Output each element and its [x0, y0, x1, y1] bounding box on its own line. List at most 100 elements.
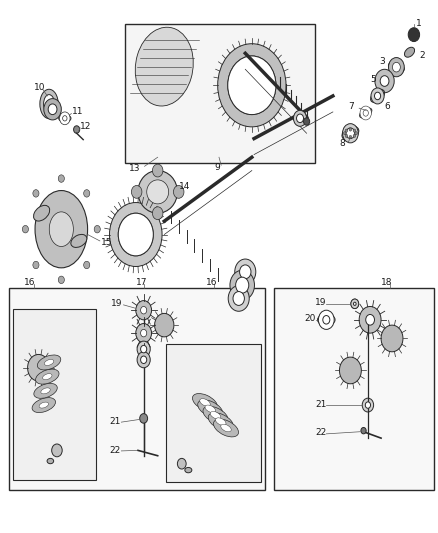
Circle shape: [118, 213, 153, 256]
Ellipse shape: [49, 212, 74, 247]
Text: 8: 8: [339, 140, 345, 148]
Ellipse shape: [389, 61, 396, 67]
Circle shape: [58, 276, 64, 284]
Bar: [274, 288, 434, 490]
Circle shape: [235, 259, 256, 285]
Circle shape: [228, 286, 249, 311]
Text: 20: 20: [304, 314, 315, 323]
Circle shape: [351, 299, 359, 309]
Circle shape: [349, 135, 352, 139]
Ellipse shape: [32, 398, 56, 413]
Text: 12: 12: [80, 122, 92, 131]
Bar: [13, 309, 96, 480]
Circle shape: [323, 316, 330, 324]
Circle shape: [380, 76, 389, 86]
Ellipse shape: [185, 467, 192, 473]
Ellipse shape: [39, 402, 49, 408]
Circle shape: [74, 126, 80, 133]
Circle shape: [343, 124, 358, 143]
Circle shape: [375, 69, 394, 93]
Ellipse shape: [71, 235, 87, 247]
Text: 16: 16: [24, 278, 35, 287]
Circle shape: [236, 277, 249, 293]
Circle shape: [52, 444, 62, 457]
Circle shape: [345, 129, 348, 132]
Circle shape: [137, 341, 150, 357]
Circle shape: [63, 116, 67, 121]
Circle shape: [152, 207, 163, 220]
Circle shape: [366, 314, 374, 325]
Bar: [166, 344, 261, 482]
Bar: [9, 288, 265, 490]
Circle shape: [374, 92, 381, 100]
Circle shape: [48, 104, 57, 115]
Ellipse shape: [41, 388, 50, 394]
Text: 17: 17: [136, 278, 147, 287]
Circle shape: [228, 56, 276, 115]
Circle shape: [141, 345, 147, 353]
Circle shape: [318, 310, 334, 329]
Circle shape: [33, 190, 39, 197]
Circle shape: [359, 306, 381, 333]
Circle shape: [392, 62, 400, 72]
Circle shape: [136, 301, 152, 320]
Circle shape: [233, 292, 244, 305]
Text: 6: 6: [385, 102, 390, 111]
Text: 14: 14: [179, 182, 190, 191]
Circle shape: [365, 402, 371, 408]
Circle shape: [84, 261, 90, 269]
Text: 21: 21: [315, 400, 327, 408]
Circle shape: [355, 132, 357, 135]
Ellipse shape: [44, 95, 55, 114]
Bar: [125, 24, 315, 163]
Circle shape: [389, 58, 404, 77]
Circle shape: [353, 302, 356, 305]
Text: 3: 3: [380, 57, 385, 66]
Text: 7: 7: [348, 102, 354, 111]
Ellipse shape: [47, 458, 53, 464]
Ellipse shape: [34, 205, 49, 221]
Ellipse shape: [138, 171, 177, 213]
Circle shape: [345, 134, 348, 138]
Ellipse shape: [208, 413, 233, 431]
Ellipse shape: [397, 67, 404, 74]
Text: 2: 2: [420, 52, 425, 60]
Text: 15: 15: [101, 238, 112, 247]
Circle shape: [173, 185, 184, 198]
Ellipse shape: [203, 406, 228, 424]
Text: 21: 21: [109, 417, 120, 425]
Circle shape: [118, 213, 153, 256]
Ellipse shape: [35, 191, 88, 268]
Text: 1: 1: [416, 20, 422, 28]
Ellipse shape: [37, 355, 61, 370]
Circle shape: [152, 164, 163, 177]
Circle shape: [136, 324, 152, 343]
Ellipse shape: [360, 108, 372, 118]
Ellipse shape: [35, 369, 59, 384]
Circle shape: [351, 299, 359, 309]
Circle shape: [230, 270, 254, 300]
Ellipse shape: [44, 359, 54, 366]
Circle shape: [343, 132, 346, 135]
Circle shape: [304, 118, 310, 125]
Ellipse shape: [59, 115, 71, 122]
Text: 16: 16: [206, 278, 217, 287]
Circle shape: [381, 325, 403, 352]
Text: 19: 19: [315, 298, 327, 307]
Circle shape: [349, 128, 352, 131]
Circle shape: [131, 185, 142, 198]
Text: 18: 18: [381, 278, 392, 287]
Circle shape: [84, 190, 90, 197]
Circle shape: [361, 427, 366, 434]
Ellipse shape: [34, 383, 57, 398]
Circle shape: [110, 203, 162, 266]
Ellipse shape: [135, 27, 193, 106]
Circle shape: [22, 225, 28, 233]
Circle shape: [408, 28, 420, 42]
Circle shape: [371, 88, 384, 104]
Circle shape: [141, 329, 147, 337]
Text: 22: 22: [109, 446, 120, 455]
Circle shape: [141, 356, 147, 364]
Ellipse shape: [342, 126, 359, 141]
Circle shape: [218, 44, 286, 127]
